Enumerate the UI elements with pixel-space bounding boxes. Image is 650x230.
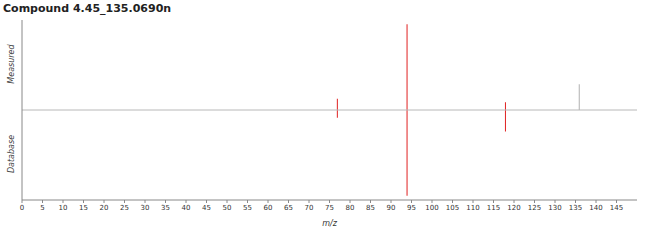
svg-text:75: 75 — [325, 204, 334, 212]
svg-text:110: 110 — [466, 204, 479, 212]
html-text:Database: Database — [6, 134, 16, 174]
svg-text:40: 40 — [182, 204, 191, 212]
svg-text:145: 145 — [610, 204, 623, 212]
svg-text:70: 70 — [305, 204, 314, 212]
svg-text:100: 100 — [425, 204, 438, 212]
svg-text:55: 55 — [243, 204, 252, 212]
svg-text:115: 115 — [487, 204, 500, 212]
svg-text:95: 95 — [407, 204, 416, 212]
svg-text:130: 130 — [548, 204, 561, 212]
svg-text:10: 10 — [59, 204, 68, 212]
svg-text:m/z: m/z — [322, 219, 337, 228]
svg-text:85: 85 — [366, 204, 375, 212]
svg-text:45: 45 — [202, 204, 211, 212]
svg-text:125: 125 — [528, 204, 541, 212]
html-text:Measured: Measured — [6, 44, 16, 84]
svg-text:25: 25 — [120, 204, 129, 212]
svg-text:30: 30 — [141, 204, 150, 212]
svg-text:105: 105 — [446, 204, 459, 212]
html-text:Compound 4.45_135.0690n: Compound 4.45_135.0690n — [3, 2, 172, 15]
svg-text:0: 0 — [20, 204, 24, 212]
svg-text:50: 50 — [223, 204, 232, 212]
svg-text:90: 90 — [387, 204, 396, 212]
svg-text:135: 135 — [569, 204, 582, 212]
svg-text:140: 140 — [589, 204, 602, 212]
svg-text:65: 65 — [284, 204, 293, 212]
svg-text:80: 80 — [346, 204, 355, 212]
svg-text:60: 60 — [264, 204, 273, 212]
svg-text:20: 20 — [100, 204, 109, 212]
svg-text:15: 15 — [79, 204, 88, 212]
svg-text:120: 120 — [507, 204, 520, 212]
svg-text:35: 35 — [161, 204, 170, 212]
svg-text:5: 5 — [40, 204, 44, 212]
